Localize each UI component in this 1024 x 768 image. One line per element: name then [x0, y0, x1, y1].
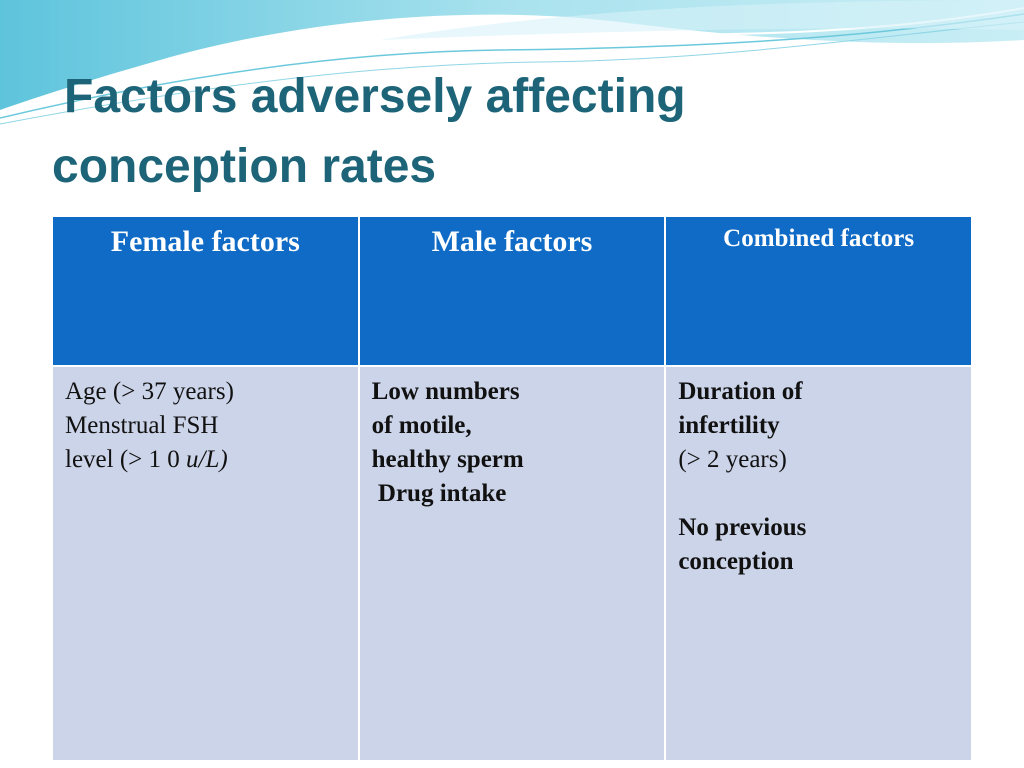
- table-header-row: Female factors Male factors Combined fac…: [51, 215, 973, 367]
- header-combined-factors: Combined factors: [664, 215, 973, 367]
- male-line-2: of motile,: [371, 412, 472, 439]
- header-male-factors: Male factors: [357, 215, 667, 367]
- factors-table: Female factors Male factors Combined fac…: [51, 215, 973, 762]
- combined-spacer: [678, 477, 961, 511]
- combined-line-1: Duration of: [678, 378, 803, 405]
- female-line-2: Menstrual FSH: [65, 412, 219, 439]
- male-line-4: Drug intake: [371, 480, 507, 507]
- table-body-row: Age (> 37 years) Menstrual FSH level (> …: [51, 365, 973, 762]
- female-line-3-unit: u/L: [186, 446, 220, 473]
- female-line-3: level (> 1 0 u/L): [65, 443, 348, 477]
- female-line-3-prefix: level (> 1 0: [65, 446, 187, 473]
- decorative-wave-banner: [0, 0, 1024, 125]
- combined-factors-cell: Duration of infertility (> 2 years) No p…: [664, 365, 973, 762]
- female-factors-cell: Age (> 37 years) Menstrual FSH level (> …: [51, 365, 360, 762]
- header-female-factors: Female factors: [51, 215, 360, 367]
- male-factors-cell: Low numbers of motile, healthy sperm Dru…: [357, 365, 667, 762]
- male-line-3: healthy sperm: [371, 446, 524, 473]
- combined-line-5: conception: [678, 548, 794, 575]
- female-line-3-suffix: ): [219, 446, 228, 473]
- slide-title: Factors adversely affecting conception r…: [52, 62, 952, 202]
- male-line-1: Low numbers: [371, 378, 520, 405]
- combined-line-3: (> 2 years): [678, 446, 787, 473]
- title-line-2: conception rates: [52, 140, 437, 193]
- female-line-1: Age (> 37 years): [65, 378, 234, 405]
- title-line-1: Factors adversely affecting: [64, 70, 686, 123]
- combined-line-4: No previous: [678, 514, 807, 541]
- combined-line-2: infertility: [678, 412, 780, 439]
